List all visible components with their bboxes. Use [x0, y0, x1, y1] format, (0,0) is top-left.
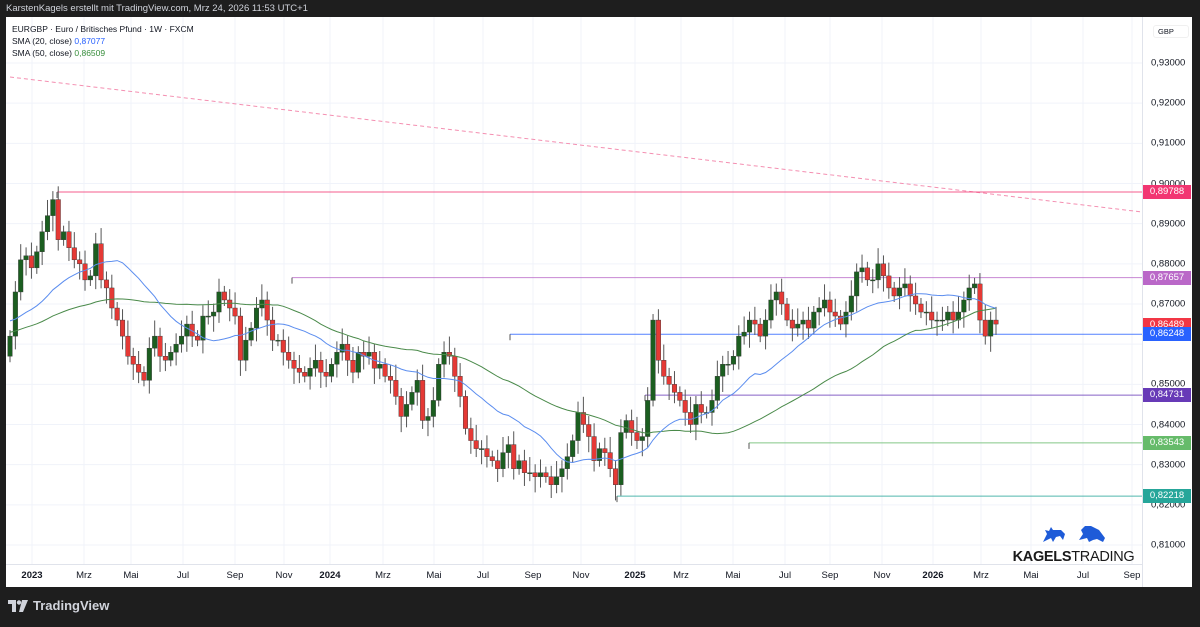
price-tick: 0,82000 — [1151, 499, 1186, 511]
attribution-bar: KarstenKagels erstellt mit TradingView.c… — [0, 0, 1200, 17]
time-tick: Mai — [426, 570, 442, 581]
bull-bear-icon — [1042, 526, 1105, 542]
price-level-badge[interactable]: 0,83543 — [1143, 435, 1191, 450]
price-tick: 0,89000 — [1151, 218, 1186, 230]
kagels-trading-logo: KAGELSTRADING — [1006, 522, 1141, 565]
price-level-badge[interactable]: 0,87657 — [1143, 270, 1191, 285]
time-tick: Mai — [1023, 570, 1039, 581]
sma50-value: 0,86509 — [74, 48, 106, 58]
time-tick: Sep — [821, 570, 839, 581]
price-tick: 0,88000 — [1151, 258, 1186, 270]
time-tick: Mrz — [76, 570, 92, 581]
time-tick: Nov — [572, 570, 590, 581]
sma20-value: 0,87077 — [74, 36, 106, 46]
price-level-badge[interactable]: 0,84731 — [1143, 388, 1191, 403]
chart-frame: EURGBP · Euro / Britisches Pfund · 1W · … — [6, 17, 1192, 587]
tradingview-footer: TradingView — [8, 598, 109, 613]
brand-bold: KAGELS — [1012, 549, 1072, 565]
price-tick: 0,83000 — [1151, 459, 1186, 471]
price-tick: 0,93000 — [1151, 57, 1186, 69]
time-tick: Mrz — [375, 570, 391, 581]
price-tick: 0,87000 — [1151, 298, 1186, 310]
tradingview-logo-icon — [8, 599, 28, 612]
price-tick: 0,81000 — [1151, 539, 1186, 551]
time-tick: Sep — [524, 570, 542, 581]
chart-plot-area[interactable]: EURGBP · Euro / Britisches Pfund · 1W · … — [6, 17, 1143, 565]
price-level-badge[interactable]: 0,82218 — [1143, 489, 1191, 504]
brand-light: TRADING — [1071, 549, 1135, 565]
price-tick: 0,84000 — [1151, 419, 1186, 430]
candlestick-chart[interactable] — [6, 17, 1143, 564]
time-tick: Nov — [873, 570, 891, 581]
time-tick: 2025 — [624, 570, 646, 581]
price-tick: 0,90000 — [1151, 178, 1186, 189]
sma20-legend[interactable]: SMA (20, close) 0,87077 — [12, 36, 106, 46]
time-tick: Mai — [123, 570, 139, 581]
time-tick: Mrz — [973, 570, 989, 581]
symbol-line[interactable]: EURGBP · Euro / Britisches Pfund · 1W · … — [12, 24, 194, 34]
price-axis[interactable]: GBP 0,93000 0,92000 0,91000 0,90000 0,89000 0… — [1142, 17, 1193, 587]
time-axis[interactable]: 2023 Mrz Mai Jul Sep Nov 2024 Mrz Mai Jul Sep Nov 20… — [6, 564, 1142, 588]
time-tick: Sep — [226, 570, 244, 581]
time-tick: Mrz — [673, 570, 689, 581]
time-tick: Jul — [778, 570, 792, 581]
price-level-badge[interactable]: 0,86248 — [1143, 327, 1191, 342]
time-tick: 2024 — [319, 570, 341, 581]
chart-legend: EURGBP · Euro / Britisches Pfund · 1W · … — [12, 23, 194, 59]
time-tick: Jul — [176, 570, 190, 581]
time-tick: 2026 — [922, 570, 944, 581]
time-tick: Jul — [1076, 570, 1090, 581]
price-tick: 0,85000 — [1151, 378, 1186, 390]
tradingview-logo-text: TradingView — [33, 598, 110, 613]
time-tick: Sep — [1123, 570, 1141, 581]
price-tick: 0,92000 — [1151, 97, 1186, 109]
time-tick: Mai — [725, 570, 741, 581]
time-tick: 2023 — [21, 570, 43, 581]
attribution-text: KarstenKagels erstellt mit TradingView.c… — [6, 3, 308, 14]
sma50-legend[interactable]: SMA (50, close) 0,86509 — [12, 48, 106, 58]
price-tick: 0,91000 — [1151, 137, 1186, 149]
time-tick: Nov — [275, 570, 293, 581]
price-level-badge[interactable]: 0,89788 — [1143, 185, 1191, 200]
currency-label[interactable]: GBP — [1153, 25, 1189, 38]
time-tick: Jul — [476, 570, 490, 581]
